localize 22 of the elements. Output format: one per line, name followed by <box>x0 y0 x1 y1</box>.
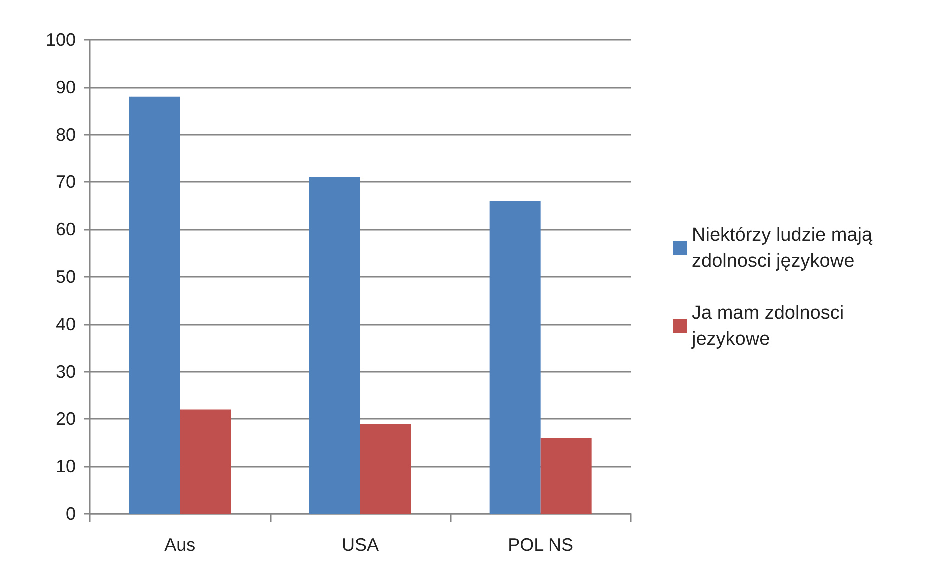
y-tick-label: 0 <box>66 504 76 524</box>
y-tick-label: 60 <box>56 220 76 240</box>
y-tick-label: 90 <box>56 77 76 98</box>
legend-label: Ja mam zdolnosci jezykowe <box>691 303 850 350</box>
y-tick-label: 20 <box>56 409 76 430</box>
bar <box>490 201 541 514</box>
y-tick-label: 100 <box>46 30 76 50</box>
bar <box>129 96 180 514</box>
x-tick-label: POL NS <box>508 535 574 555</box>
bar <box>360 424 412 514</box>
legend-label: Niektórzy ludzie mają zdolnosci językowe <box>692 225 878 272</box>
y-tick-label: 40 <box>56 314 76 334</box>
bar <box>310 177 360 514</box>
y-tick-label: 70 <box>56 172 76 192</box>
y-tick-label: 80 <box>56 124 76 145</box>
bar <box>540 438 592 514</box>
bar <box>180 410 232 514</box>
x-tick-label: USA <box>342 535 380 555</box>
y-tick-label: 30 <box>56 362 76 382</box>
x-tick-label: Aus <box>164 535 196 555</box>
y-tick-label: 50 <box>56 267 76 287</box>
y-tick-label: 10 <box>56 456 76 477</box>
